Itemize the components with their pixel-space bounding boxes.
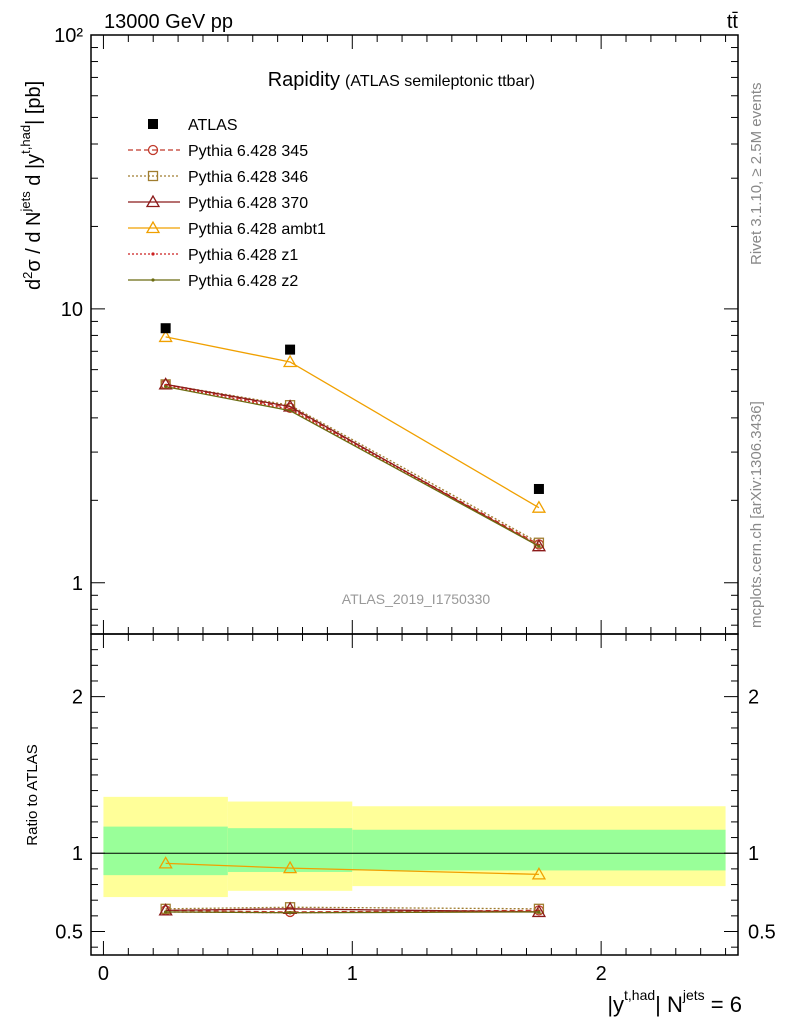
- x-tick-label: 1: [347, 963, 358, 985]
- main-y-axis-label: d2σ / d Njets d |yt,had| [pb]: [18, 81, 45, 290]
- ratio-marks: [158, 856, 547, 918]
- chart-subtitle: (ATLAS semileptonic ttbar): [345, 73, 535, 90]
- legend-marker: [145, 220, 161, 234]
- x-tick-label: 0: [98, 963, 109, 985]
- data-point: [164, 910, 168, 914]
- legend-marker: [151, 278, 155, 282]
- data-point: [158, 329, 173, 343]
- header-left: 13000 GeV pp: [104, 11, 233, 33]
- data-point: [531, 904, 547, 918]
- main-axes: 1 10 10²: [54, 25, 739, 635]
- y-tick-label: 10: [61, 299, 83, 321]
- data-point: [158, 377, 173, 390]
- series-line: [165, 384, 540, 546]
- data-point: [533, 483, 544, 494]
- legend: ATLAS Pythia 6.428 345 Pythia 6.428 346 Pyt…: [128, 117, 326, 290]
- series-line: [165, 336, 540, 509]
- data-point: [158, 856, 173, 869]
- data-point: [285, 344, 296, 355]
- series-line: [165, 911, 539, 914]
- ratio-y-tick-label-right: 2: [748, 687, 759, 709]
- legend-label: Pythia 6.428 345: [188, 143, 308, 160]
- legend-label: Pythia 6.428 346: [188, 169, 308, 186]
- main-panel: Rapidity (ATLAS semileptonic ttbar) ATLA…: [18, 25, 739, 635]
- data-point: [531, 538, 547, 552]
- green-band-bin: [352, 829, 726, 871]
- chart-title: Rapidity: [268, 69, 340, 91]
- data-point: [282, 354, 298, 368]
- green-band-bin: [103, 826, 228, 876]
- legend-label: Pythia 6.428 ambt1: [188, 221, 326, 238]
- series-line: [165, 906, 539, 910]
- series-line: [165, 383, 540, 546]
- ratio-bands: [91, 796, 738, 898]
- rivet-label: Rivet 3.1.10, ≥ 2.5M events: [748, 83, 765, 266]
- data-point: [531, 500, 547, 513]
- legend-label: Pythia 6.428 z1: [188, 247, 298, 264]
- y-tick-label: 1: [72, 573, 83, 595]
- data-point: [288, 911, 292, 915]
- analysis-id: ATLAS_2019_I1750330: [342, 591, 491, 607]
- data-point: [531, 867, 547, 880]
- x-axis-label: |yt,had| Njets = 6: [607, 987, 742, 1017]
- x-tick-label: 2: [596, 963, 607, 985]
- ratio-panel: 0.5 0.5 1 1 2 2 0 1 2 Ratio to ATLAS |yt,had| Nj…: [24, 633, 776, 1017]
- legend-label: Pythia 6.428 z2: [188, 273, 298, 290]
- ratio-y-tick-label: 1: [72, 843, 83, 865]
- data-point: [158, 903, 173, 916]
- main-marks: [158, 323, 547, 552]
- series-line: [165, 383, 540, 547]
- series-line: [165, 862, 539, 876]
- y-tick-label: 10²: [54, 25, 83, 47]
- data-point: [288, 409, 292, 413]
- legend-label: Pythia 6.428 370: [188, 195, 308, 212]
- legend-label: ATLAS: [188, 117, 238, 134]
- legend-marker: [151, 252, 155, 256]
- legend-marker: [147, 170, 159, 182]
- ratio-axes: 0.5 0.5 1 1 2 2 0 1 2: [55, 633, 776, 985]
- ratio-y-axis-label: Ratio to ATLAS: [24, 744, 41, 845]
- data-point: [164, 385, 168, 389]
- ratio-y-tick-label: 0.5: [55, 922, 83, 944]
- series-line: [165, 908, 539, 913]
- header-right: tt̄: [727, 11, 739, 33]
- series-line: [165, 386, 540, 547]
- legend-marker: [148, 119, 158, 129]
- ratio-y-tick-label: 2: [72, 687, 83, 709]
- ratio-frame: [90, 633, 739, 956]
- ratio-y-tick-label-right: 1: [748, 843, 759, 865]
- data-point: [282, 860, 298, 874]
- green-band-bin: [227, 828, 353, 873]
- ratio-y-tick-label-right: 0.5: [748, 922, 776, 944]
- series-line: [165, 383, 540, 544]
- data-point: [160, 323, 171, 334]
- data-point: [537, 910, 541, 914]
- legend-marker: [147, 144, 159, 156]
- mcplots-label: mcplots.cern.ch [arXiv:1306.3436]: [748, 401, 765, 628]
- data-point: [537, 544, 541, 548]
- legend-marker: [145, 194, 161, 208]
